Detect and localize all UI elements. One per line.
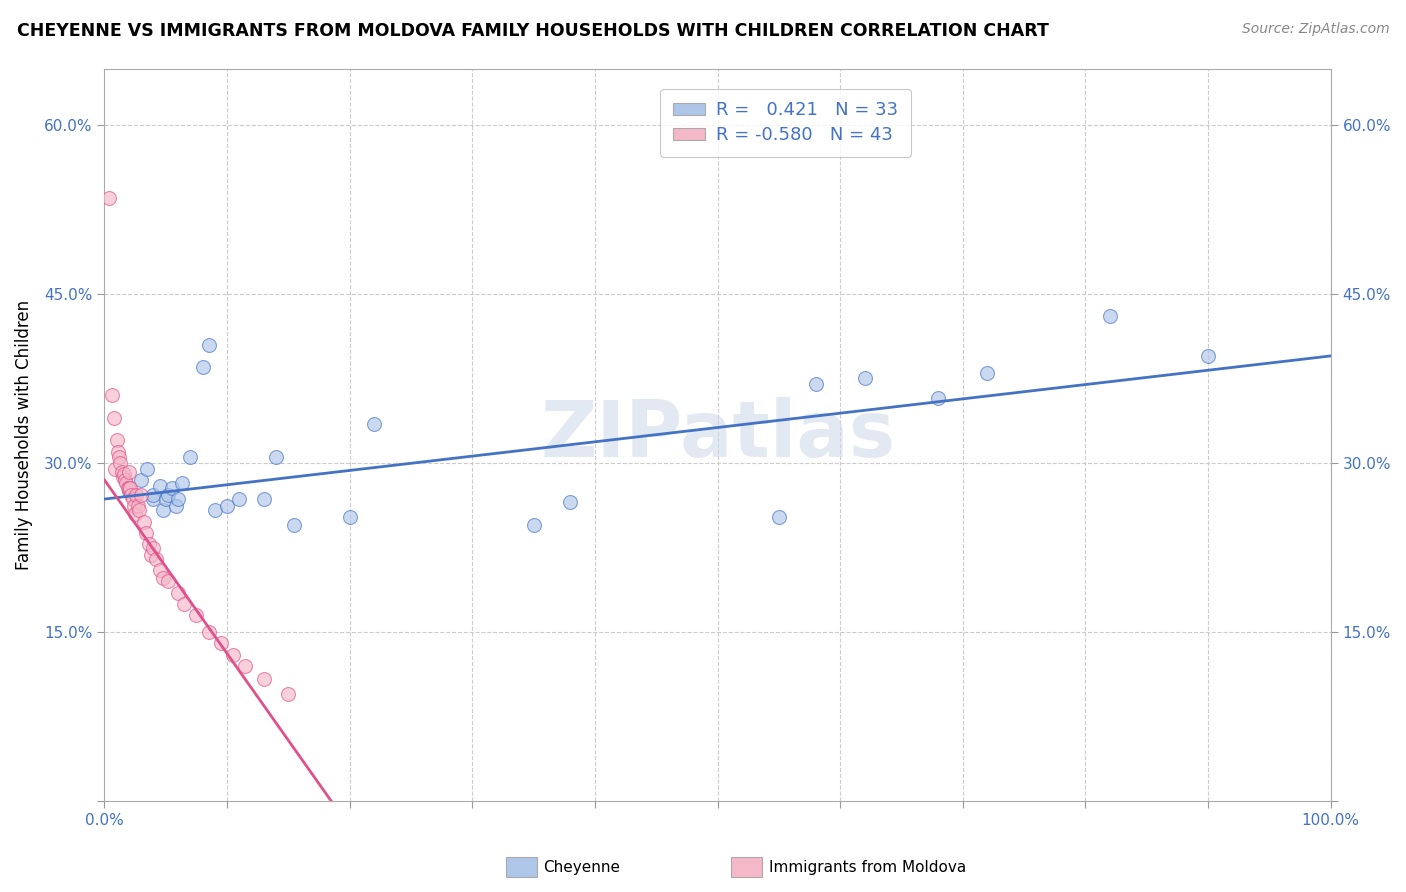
Point — [363, 417, 385, 431]
Point — [167, 585, 190, 599]
Point — [160, 481, 183, 495]
Point — [152, 571, 174, 585]
Y-axis label: Family Households with Children: Family Households with Children — [15, 300, 32, 570]
Point — [136, 461, 159, 475]
Point — [112, 467, 135, 482]
Point — [138, 537, 160, 551]
Point — [804, 377, 827, 392]
Point — [135, 525, 157, 540]
Point — [170, 476, 193, 491]
Point — [768, 510, 790, 524]
Text: Cheyenne: Cheyenne — [543, 861, 620, 875]
Point — [1098, 310, 1121, 324]
Point — [560, 495, 582, 509]
Point — [139, 549, 162, 563]
Point — [115, 476, 138, 491]
Point — [108, 450, 131, 465]
Point — [283, 518, 305, 533]
Point — [209, 636, 232, 650]
Point — [157, 487, 180, 501]
Point — [105, 434, 128, 448]
Point — [149, 563, 172, 577]
Point — [165, 499, 187, 513]
Point — [120, 487, 142, 501]
Text: Source: ZipAtlas.com: Source: ZipAtlas.com — [1241, 22, 1389, 37]
Point — [100, 388, 122, 402]
Text: ZIPatlas: ZIPatlas — [540, 397, 896, 473]
Point — [142, 541, 165, 555]
Point — [121, 491, 143, 506]
Point — [142, 487, 165, 501]
Point — [142, 491, 165, 506]
Point — [1197, 349, 1219, 363]
Point — [927, 391, 949, 405]
Point — [117, 481, 139, 495]
Point — [149, 478, 172, 492]
Point — [118, 481, 141, 495]
Point — [110, 465, 132, 479]
Point — [339, 510, 361, 524]
Point — [222, 648, 245, 662]
Point — [128, 503, 150, 517]
Point — [132, 515, 155, 529]
Point — [110, 456, 132, 470]
Point — [253, 491, 276, 506]
Point — [152, 503, 174, 517]
Point — [179, 450, 201, 465]
Text: CHEYENNE VS IMMIGRANTS FROM MOLDOVA FAMILY HOUSEHOLDS WITH CHILDREN CORRELATION : CHEYENNE VS IMMIGRANTS FROM MOLDOVA FAMI… — [17, 22, 1049, 40]
Point — [215, 499, 238, 513]
Point — [197, 625, 219, 640]
Point — [264, 450, 287, 465]
Point — [125, 487, 148, 501]
Point — [235, 659, 257, 673]
Point — [277, 687, 299, 701]
Text: Immigrants from Moldova: Immigrants from Moldova — [769, 861, 966, 875]
Point — [118, 465, 141, 479]
Point — [118, 484, 141, 499]
Point — [155, 491, 177, 506]
Point — [114, 473, 136, 487]
Point — [167, 491, 190, 506]
Point — [523, 518, 546, 533]
Point — [103, 411, 125, 425]
Point — [173, 597, 195, 611]
Point — [191, 360, 214, 375]
Point — [976, 366, 998, 380]
Point — [107, 444, 129, 458]
Point — [120, 481, 142, 495]
Point — [253, 673, 276, 687]
Point — [204, 503, 226, 517]
Legend: R =   0.421   N = 33, R = -0.580   N = 43: R = 0.421 N = 33, R = -0.580 N = 43 — [661, 88, 911, 157]
Point — [111, 469, 134, 483]
Point — [186, 608, 208, 623]
Point — [145, 551, 167, 566]
Point — [853, 371, 876, 385]
Point — [129, 487, 152, 501]
Point — [129, 473, 152, 487]
Point — [197, 337, 219, 351]
Point — [157, 574, 180, 589]
Point — [228, 491, 250, 506]
Point — [104, 461, 127, 475]
Point — [122, 499, 145, 513]
Point — [127, 499, 149, 513]
Point — [124, 507, 146, 521]
Point — [98, 191, 121, 205]
